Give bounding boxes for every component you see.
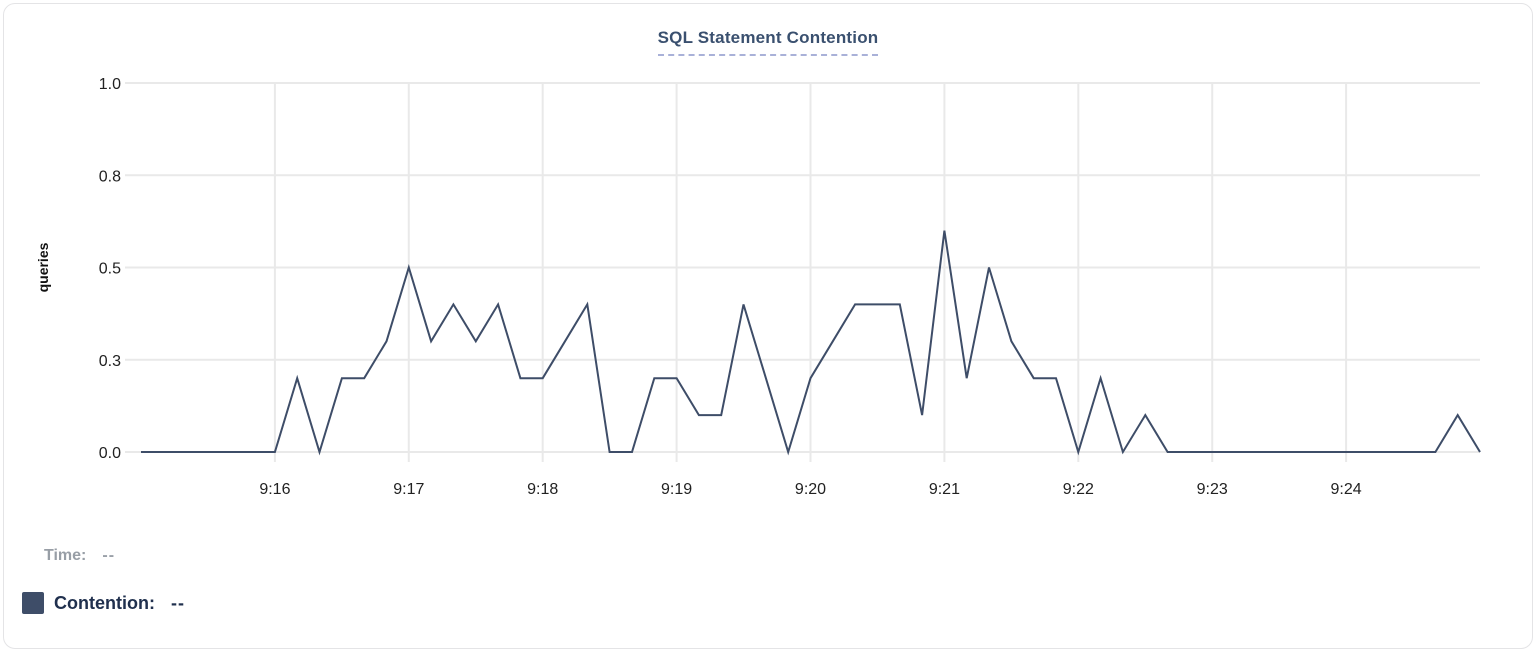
- y-axis-tick-label: 1.0: [99, 76, 121, 93]
- contention-line-chart[interactable]: 0.0 0.3 0.5 0.8 1.0 9:16 9:17 9:18 9:19 9:20 9:21 9…: [0, 0, 1536, 530]
- contention-series-swatch: [22, 592, 44, 614]
- x-axis-tick-label: 9:19: [661, 481, 692, 498]
- x-axis-tick-label: 9:17: [393, 481, 424, 498]
- x-axis-tick-label: 9:23: [1197, 481, 1228, 498]
- y-axis-title: queries: [35, 242, 51, 292]
- contention-series-line[interactable]: [141, 230, 1481, 456]
- x-axis-tick-label: 9:21: [929, 481, 960, 498]
- time-readout-value: --: [102, 547, 116, 564]
- x-axis-tick-label: 9:18: [527, 481, 558, 498]
- contention-legend-row: Contention: --: [22, 592, 185, 614]
- chart-title-wrap: SQL Statement Contention: [0, 28, 1536, 56]
- x-axis-tick-label: 9:24: [1331, 481, 1362, 498]
- y-axis-tick-label: 0.8: [99, 168, 121, 185]
- y-axis-tick-label: 0.0: [99, 445, 121, 462]
- time-readout-label: Time:: [44, 547, 87, 564]
- chart-title[interactable]: SQL Statement Contention: [657, 28, 879, 56]
- x-axis-tick-label: 9:22: [1063, 481, 1094, 498]
- chart-card: [3, 3, 1533, 649]
- contention-readout-label: Contention:: [54, 592, 155, 613]
- contention-readout-value: --: [170, 592, 185, 613]
- x-axis-tick-label: 9:20: [795, 481, 826, 498]
- y-axis-tick-label: 0.3: [99, 353, 121, 370]
- x-axis-tick-label: 9:16: [259, 481, 290, 498]
- y-axis-tick-label: 0.5: [99, 261, 121, 278]
- time-readout-row: Time: --: [44, 547, 115, 565]
